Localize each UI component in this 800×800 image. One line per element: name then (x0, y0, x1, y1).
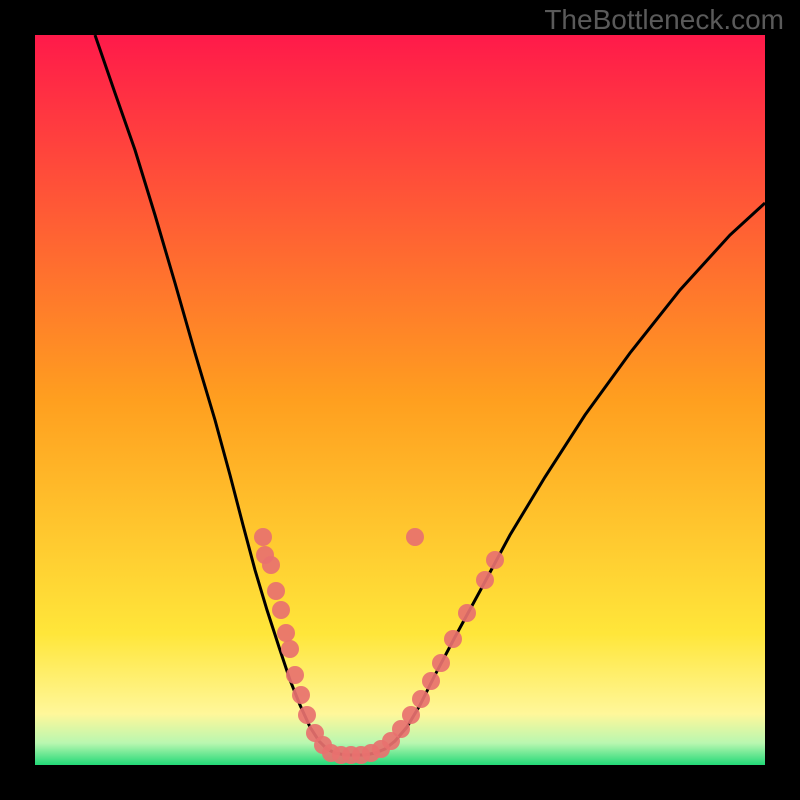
scatter-dot (412, 690, 430, 708)
scatter-dot (267, 582, 285, 600)
chart-container: TheBottleneck.com (0, 0, 800, 800)
scatter-dot (444, 630, 462, 648)
scatter-dot (298, 706, 316, 724)
scatter-dot (286, 666, 304, 684)
scatter-dot (254, 528, 272, 546)
scatter-dot (486, 551, 504, 569)
scatter-dot (292, 686, 310, 704)
scatter-dot (422, 672, 440, 690)
scatter-dot (277, 624, 295, 642)
chart-overlay (35, 35, 765, 765)
scatter-dot (402, 706, 420, 724)
watermark-text: TheBottleneck.com (544, 4, 784, 36)
scatter-dot (432, 654, 450, 672)
scatter-dot (476, 571, 494, 589)
scatter-dot (272, 601, 290, 619)
scatter-dot (458, 604, 476, 622)
scatter-dot (406, 528, 424, 546)
scatter-dots (254, 528, 504, 764)
scatter-dot (262, 556, 280, 574)
scatter-dot (281, 640, 299, 658)
bottleneck-curve (95, 35, 765, 755)
